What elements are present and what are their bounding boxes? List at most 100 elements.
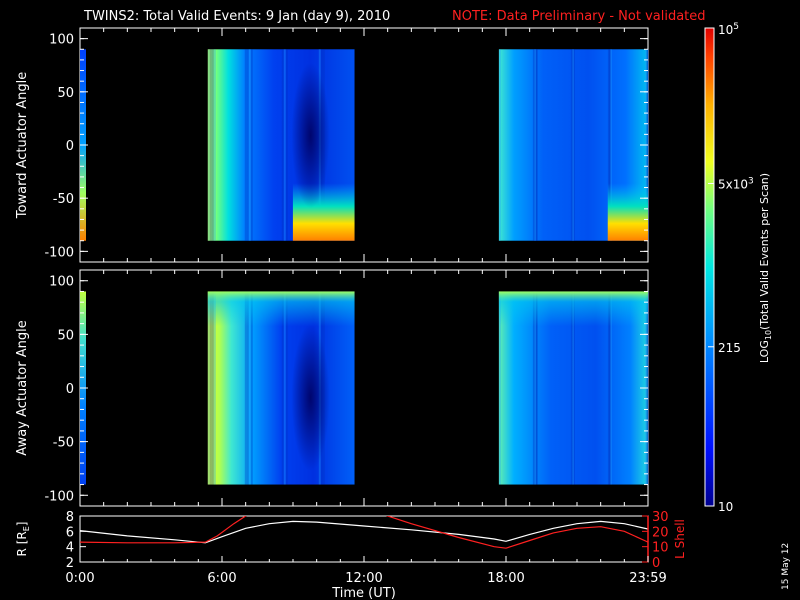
- colorbar-tick-base: 5x10: [718, 177, 748, 191]
- away-dark-region: [291, 324, 330, 472]
- toward-streak: [571, 49, 574, 241]
- away-streak: [498, 291, 501, 485]
- x-tick-label: 12:00: [345, 571, 382, 586]
- colorbar: 105 5x103 215 10: [704, 22, 754, 514]
- toward-streak: [283, 49, 286, 241]
- colorbar-tick-label: 10: [718, 500, 733, 514]
- toward-streak: [211, 49, 214, 241]
- colorbar-tick-base: 10: [718, 23, 733, 37]
- orbit-ylabel-main: R [R: [15, 531, 29, 556]
- colorbar-label-end: (Total Valid Events per Scan): [758, 173, 771, 330]
- away-ytick-label: 0: [66, 382, 74, 397]
- orbit-y2label: L Shell: [673, 519, 687, 559]
- away-streak: [609, 291, 612, 485]
- away-streak: [608, 291, 611, 485]
- orbit-lines: [80, 516, 648, 549]
- toward-streak: [213, 49, 216, 241]
- away-streak: [209, 291, 212, 485]
- orbit-y2tick-label: 10: [652, 541, 669, 556]
- toward-streak: [207, 49, 210, 241]
- away-streak: [607, 291, 610, 485]
- toward-ytick-label: 100: [49, 33, 74, 48]
- toward-ytick-label: 50: [57, 86, 74, 101]
- colorbar-tick-label: 5x103: [718, 176, 754, 191]
- colorbar-tick-base: 10: [718, 500, 733, 514]
- orbit-ytick-label: 4: [66, 541, 74, 556]
- away-ytick-label: -50: [53, 436, 74, 451]
- orbit-y2tick-label: 20: [652, 525, 669, 540]
- away-block: [498, 291, 649, 485]
- away-streak: [570, 291, 573, 485]
- orbit-line-L2: [385, 516, 648, 549]
- x-tick-label: 6:00: [207, 571, 236, 586]
- away-top-band: [498, 291, 648, 327]
- away-streak: [533, 291, 536, 485]
- toward-warm-band: [607, 183, 648, 241]
- orbit-ylabel-end: ]: [15, 522, 29, 527]
- away-streak: [285, 291, 288, 485]
- orbit-series-group: [80, 516, 648, 549]
- toward-axes: 100 50 0 -50 -100 Toward Actuator Angle: [15, 28, 649, 262]
- toward-dark-region: [291, 62, 330, 209]
- toward-streak: [250, 49, 253, 241]
- away-streak: [572, 291, 575, 485]
- toward-panel: 100 50 0 -50 -100 Toward Actuator Angle: [15, 27, 649, 263]
- orbit-y2tick-label: 30: [652, 510, 669, 525]
- orbit-line-L: [80, 516, 247, 544]
- toward-streak: [535, 49, 538, 241]
- orbit-line-R: [80, 520, 648, 544]
- away-streak: [250, 291, 253, 485]
- away-ytick-label: 100: [49, 275, 74, 290]
- toward-block: [207, 49, 355, 241]
- toward-ytick-label: -50: [53, 192, 74, 207]
- toward-ytick-label: -100: [44, 245, 74, 260]
- toward-streak: [533, 49, 536, 241]
- toward-streak: [534, 49, 537, 241]
- colorbar-ticks: 105 5x103 215 10: [708, 22, 754, 514]
- toward-streak: [281, 49, 284, 241]
- away-streak: [571, 291, 574, 485]
- x-axis-label: Time (UT): [331, 586, 396, 600]
- toward-streak: [209, 49, 212, 241]
- date-stamp: 15 May 12: [781, 543, 791, 590]
- away-streak: [534, 291, 537, 485]
- toward-streak: [607, 49, 610, 241]
- away-streak: [248, 291, 251, 485]
- away-top-band: [207, 291, 355, 327]
- orbit-y2tick-label: 0: [652, 556, 660, 571]
- orbit-ytick-label: 8: [66, 510, 74, 525]
- colorbar-label: LOG10(Total Valid Events per Scan): [758, 173, 773, 363]
- away-panel: 100 50 0 -50 -100 Away Actuator Angle: [15, 269, 649, 507]
- toward-streak: [570, 49, 573, 241]
- orbit-plot-area: [79, 515, 649, 563]
- toward-ytick-label: 0: [66, 139, 74, 154]
- colorbar-tick-exp: 3: [748, 176, 754, 186]
- toward-streak: [608, 49, 611, 241]
- toward-streak: [532, 49, 535, 241]
- toward-streak: [285, 49, 288, 241]
- toward-ylabel: Toward Actuator Angle: [15, 72, 30, 219]
- toward-streak: [244, 49, 247, 241]
- toward-streak: [498, 49, 501, 241]
- x-tick-label: 23:59: [629, 571, 666, 586]
- colorbar-tick-label: 105: [718, 22, 739, 37]
- away-streak: [207, 291, 210, 485]
- colorbar-tick-label: 215: [718, 341, 741, 355]
- orbit-ylabel-sub: E: [22, 526, 31, 531]
- preliminary-note: NOTE: Data Preliminary - Not validated: [452, 9, 706, 24]
- orbit-ytick-label: 2: [66, 556, 74, 571]
- away-ytick-label: -100: [44, 489, 74, 504]
- away-streak: [211, 291, 214, 485]
- away-streak: [244, 291, 247, 485]
- toward-streak: [246, 49, 249, 241]
- away-ytick-label: 50: [57, 328, 74, 343]
- away-ylabel: Away Actuator Angle: [15, 320, 30, 455]
- toward-streak: [609, 49, 612, 241]
- away-streak: [535, 291, 538, 485]
- toward-streak: [572, 49, 575, 241]
- toward-block: [498, 49, 649, 241]
- away-axes: 100 50 0 -50 -100 Away Actuator Angle: [15, 270, 649, 506]
